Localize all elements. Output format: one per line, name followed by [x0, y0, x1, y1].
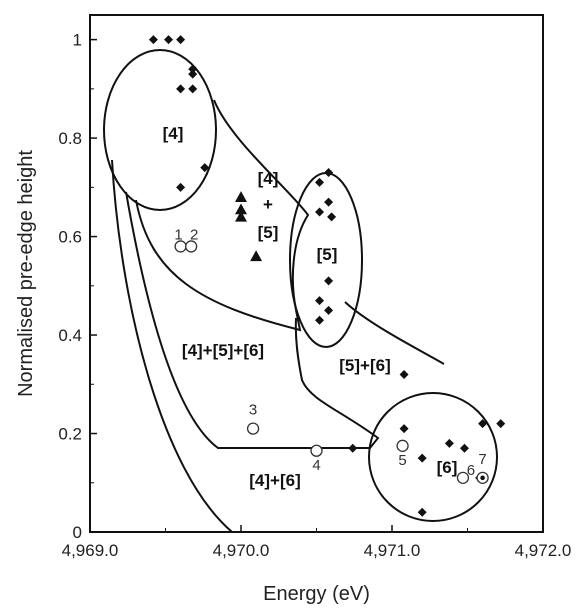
- diamond-point: [164, 35, 174, 45]
- y-tick-label: 1: [73, 31, 82, 50]
- diamond-point: [188, 69, 198, 79]
- diamond-point: [148, 35, 158, 45]
- diamond-point: [324, 276, 334, 286]
- y-tick-label: 0.2: [58, 425, 82, 444]
- diamond-point: [324, 197, 334, 207]
- diamond-point: [176, 84, 186, 94]
- region-label: [4]: [163, 124, 184, 143]
- diamond-point: [315, 207, 325, 217]
- x-tick-label: 4,969.0: [62, 541, 119, 560]
- point-number-label: 5: [398, 452, 406, 469]
- point-number-label: 1: [174, 226, 182, 243]
- diamond-point: [315, 296, 325, 306]
- diamond-point: [417, 507, 427, 517]
- region-label: [5]+[6]: [339, 356, 390, 375]
- axes: 0 0.2 0.4 0.6 0.8 1 4,969.0 4,970.0 4,971.0 4,972…: [15, 14, 572, 605]
- x-tick-label: 4,971.0: [364, 541, 421, 560]
- open-circle-point: [310, 444, 323, 457]
- triangle-point: [235, 203, 247, 215]
- diamond-point: [496, 419, 506, 429]
- y-axis-label: Normalised pre-edge height: [15, 150, 37, 397]
- diamond-point: [188, 84, 198, 94]
- y-tick-label: 0.8: [58, 129, 82, 148]
- diamond-point: [200, 163, 210, 173]
- region-label: +: [263, 195, 273, 214]
- triangle-point: [235, 191, 247, 202]
- diamond-point: [315, 177, 325, 187]
- diamond-point: [327, 212, 337, 222]
- region-4-5-outline: [135, 99, 310, 332]
- region-label: [5]: [317, 245, 338, 264]
- diamond-point: [324, 168, 334, 178]
- diamond-point: [324, 305, 334, 315]
- diamond-point: [315, 315, 325, 325]
- region-label: [4]+[6]: [249, 471, 300, 490]
- diamond-point: [176, 182, 186, 192]
- data-points: 1 2 3 4 5 67: [148, 35, 506, 517]
- triangle-point: [235, 210, 247, 222]
- y-tick-label: 0.4: [58, 326, 82, 345]
- open-circle-point: [246, 422, 260, 435]
- diamond-point: [444, 438, 454, 448]
- region-4-6-outline: [111, 159, 450, 533]
- open-circle-point: [456, 471, 470, 484]
- point-number-label: 6: [467, 462, 475, 479]
- diamond-point: [399, 424, 409, 434]
- diamond-point: [417, 453, 427, 463]
- point-number-label: 2: [190, 226, 198, 243]
- region-4-ellipse: [103, 49, 217, 211]
- open-circle-point: [396, 439, 409, 452]
- point-number-label: 3: [249, 402, 257, 419]
- circle-7-center-dot: [480, 475, 485, 481]
- region-label: [6]: [437, 458, 458, 477]
- diamond-point: [188, 64, 198, 74]
- region-4-5-6-outline: [125, 191, 380, 449]
- diamond-point: [399, 369, 409, 379]
- region-label: [5]: [258, 223, 279, 242]
- y-tick-label: 0.6: [58, 228, 82, 247]
- x-tick-label: 4,972.0: [515, 541, 572, 560]
- point-number-label: 4: [312, 457, 320, 474]
- x-tick-label: 4,970.0: [213, 541, 270, 560]
- region-6-circle: [368, 392, 498, 522]
- x-axis-label: Energy (eV): [263, 583, 370, 605]
- diamond-point: [478, 419, 488, 429]
- y-tick-label: 0: [73, 523, 82, 542]
- triangle-point: [250, 250, 263, 262]
- diamond-point: [176, 35, 186, 45]
- region-labels: [4] [4] + [5] [5] [6] [4]+[5]+[6] [5]+[6] [4]+[6…: [163, 124, 458, 490]
- region-5-6-outline: [344, 301, 445, 365]
- diamond-point: [348, 443, 358, 453]
- point-number-label: 7: [478, 451, 486, 468]
- region-label: [4]: [258, 169, 279, 188]
- diamond-point: [459, 443, 469, 453]
- region-label: [4]+[5]+[6]: [182, 341, 264, 360]
- open-circle-point: [185, 240, 198, 253]
